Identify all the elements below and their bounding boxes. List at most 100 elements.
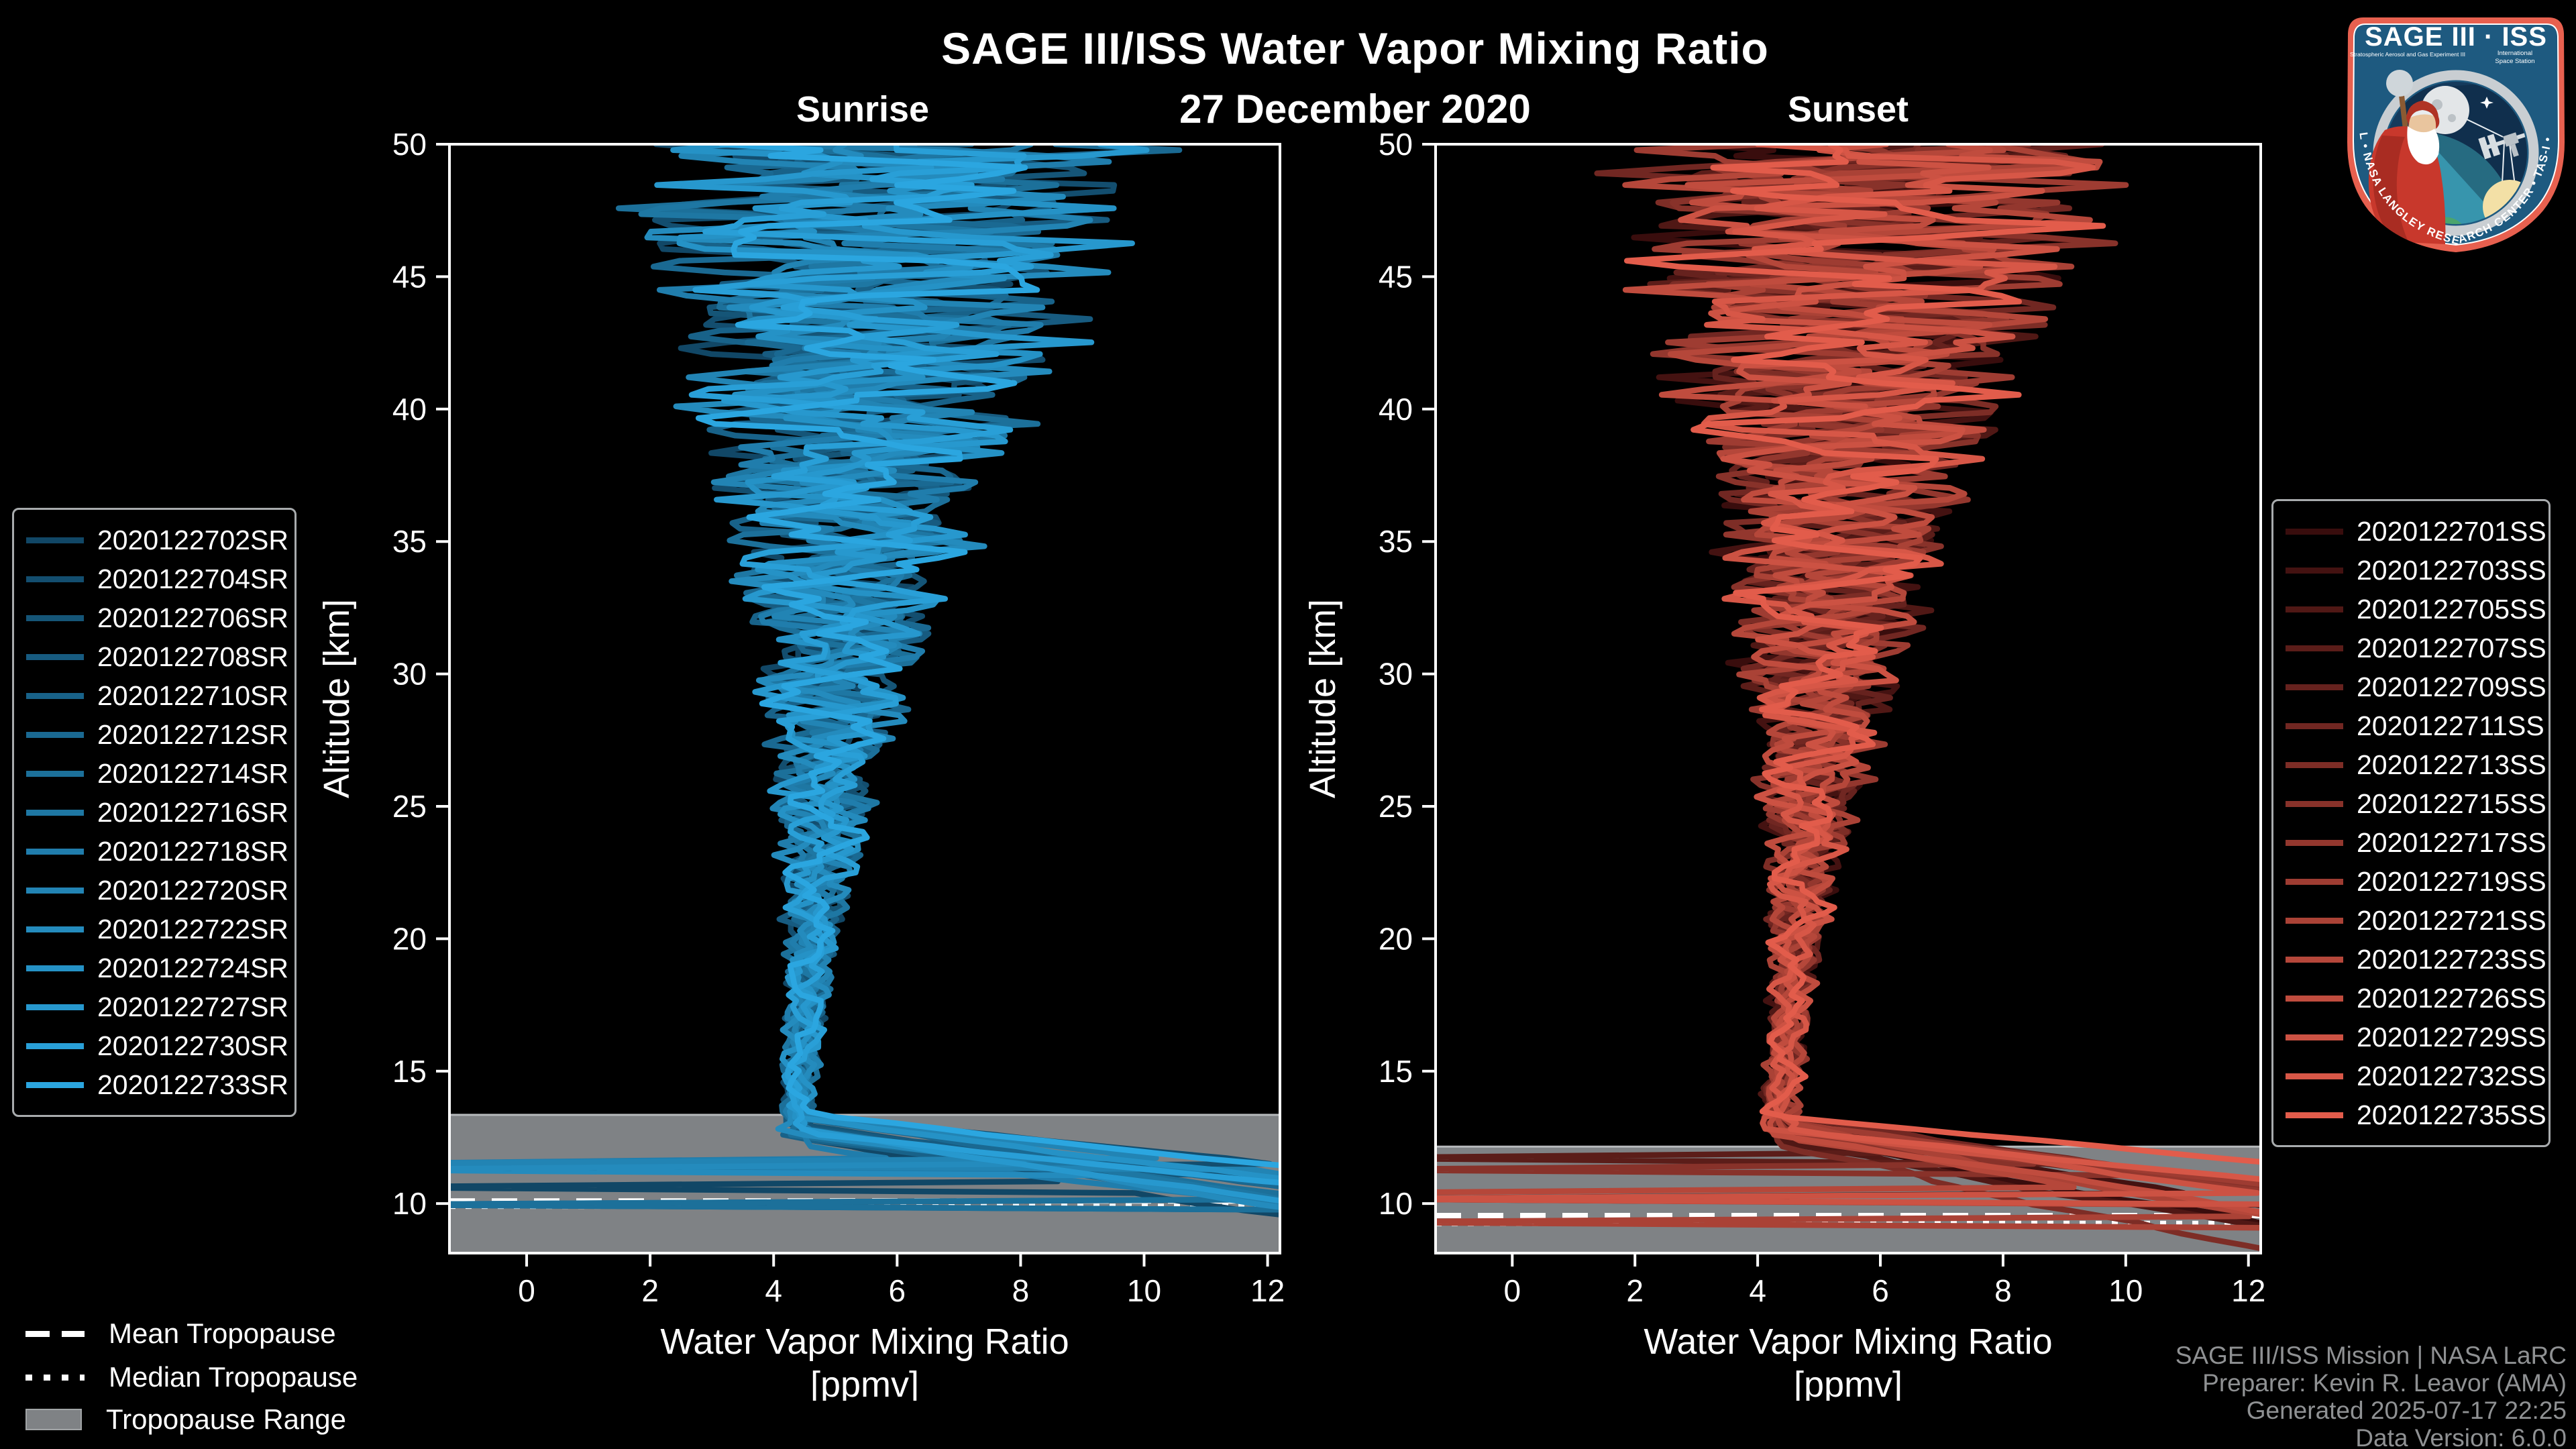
sunrise-ytick-label: 35 — [392, 524, 427, 559]
attribution-version: Data Version: 6.0.0 — [2355, 1424, 2567, 1449]
mean-tropopause-label: Mean Tropopause — [109, 1318, 336, 1349]
sunrise-legend: 2020122702SR 2020122704SR 2020122706SR 2020… — [12, 508, 297, 1117]
sunrise-legend-line-swatch — [26, 537, 84, 543]
sunset-legend-label: 2020122735SS — [2357, 1099, 2546, 1130]
sunset-legend-line-swatch — [2286, 839, 2343, 846]
sunset-legend-line-swatch — [2286, 567, 2343, 574]
sunrise-legend-item: 2020122716SR — [26, 793, 288, 832]
sunrise-legend-item: 2020122704SR — [26, 559, 288, 598]
logo-subtitle-right1: International — [2498, 50, 2532, 57]
attribution-mission: SAGE III/ISS Mission | NASA LaRC — [2175, 1342, 2567, 1369]
median-tropopause-legend-item: Median Tropopause — [25, 1361, 358, 1393]
sunrise-legend-label: 2020122706SR — [97, 602, 288, 633]
sunrise-legend-item: 2020122720SR — [26, 871, 288, 910]
sunset-xaxis-label-line1: Water Vapor Mixing Ratio — [1644, 1322, 2052, 1362]
sunset-xtick-label: 12 — [2231, 1273, 2265, 1308]
sunset-legend-line-swatch — [2286, 606, 2343, 612]
sunset-legend-item: 2020122709SS — [2286, 667, 2546, 706]
sunset-legend-item: 2020122713SS — [2286, 745, 2546, 784]
sunrise-legend-item: 2020122718SR — [26, 832, 288, 871]
logo-subtitle-left: Stratospheric Aerosol and Gas Experiment… — [2350, 51, 2465, 58]
figure-title: SAGE III/ISS Water Vapor Mixing Ratio — [941, 23, 1769, 73]
sunrise-legend-line-swatch — [26, 965, 84, 971]
attribution-generated: Generated 2025-07-17 22:25 — [2246, 1397, 2567, 1424]
logo-earth — [2385, 131, 2516, 224]
median-tropopause-dot-swatch — [25, 1374, 85, 1381]
sage-iii-iss-logo: SAGE III · ISS Stratospheric Aerosol and… — [2347, 17, 2565, 252]
sunrise-legend-line-swatch — [26, 926, 84, 932]
sunrise-legend-item: 2020122706SR — [26, 598, 288, 637]
sunset-xtick-label: 2 — [1626, 1273, 1644, 1308]
sunrise-legend-label: 2020122733SR — [97, 1069, 288, 1100]
sunset-legend-item: 2020122726SS — [2286, 979, 2546, 1018]
tropopause-range-label: Tropopause Range — [106, 1403, 347, 1435]
sunrise-yaxis-label: Altitude [km] — [317, 599, 357, 798]
sunrise-xtick-label: 12 — [1250, 1273, 1285, 1308]
sunrise-legend-item: 2020122727SR — [26, 987, 288, 1026]
sunset-legend: 2020122701SS 2020122703SS 2020122705SS 2020… — [2271, 499, 2551, 1147]
logo-face — [2408, 109, 2436, 138]
sunrise-legend-item: 2020122712SR — [26, 715, 288, 754]
sunrise-legend-label: 2020122712SR — [97, 718, 288, 750]
tropopause-range-legend-item: Tropopause Range — [25, 1403, 347, 1435]
sunrise-ytick-label: 40 — [392, 392, 427, 427]
sunrise-profile-2020122733SR — [695, 144, 1280, 1169]
sunrise-legend-item: 2020122702SR — [26, 521, 288, 559]
sunset-legend-label: 2020122717SS — [2357, 826, 2546, 858]
sunset-legend-label: 2020122721SS — [2357, 904, 2546, 936]
sunrise-ytick-label: 30 — [392, 657, 427, 692]
sunrise-legend-line-swatch — [26, 1042, 84, 1049]
logo-staff-orb — [2386, 70, 2413, 97]
sunset-legend-label: 2020122732SS — [2357, 1060, 2546, 1091]
sunrise-legend-line-swatch — [26, 770, 84, 777]
mean-tropopause-dash-swatch — [25, 1330, 85, 1337]
sunrise-legend-item: 2020122714SR — [26, 754, 288, 793]
sunset-legend-label: 2020122729SS — [2357, 1021, 2546, 1053]
sunset-ytick-label: 25 — [1379, 789, 1413, 824]
sunset-legend-line-swatch — [2286, 528, 2343, 535]
sunrise-legend-line-swatch — [26, 1004, 84, 1010]
tropopause-range-swatch — [25, 1409, 82, 1430]
sunset-xaxis-label-line2: [ppmv] — [1794, 1364, 1902, 1401]
sunset-legend-line-swatch — [2286, 684, 2343, 690]
sunset-legend-label: 2020122703SS — [2357, 554, 2546, 586]
sunset-legend-item: 2020122723SS — [2286, 940, 2546, 979]
sunrise-legend-label: 2020122704SR — [97, 563, 288, 594]
sunrise-xtick-label: 8 — [1012, 1273, 1030, 1308]
sunset-legend-label: 2020122705SS — [2357, 593, 2546, 625]
sunset-legend-line-swatch — [2286, 1112, 2343, 1118]
logo-subtitle-right2: Space Station — [2495, 58, 2534, 65]
sunset-legend-item: 2020122703SS — [2286, 551, 2546, 590]
sunrise-legend-label: 2020122716SR — [97, 796, 288, 828]
sunset-legend-label: 2020122726SS — [2357, 982, 2546, 1014]
sunset-legend-label: 2020122713SS — [2357, 749, 2546, 780]
sunrise-legend-item: 2020122722SR — [26, 910, 288, 949]
sunrise-xtick-label: 2 — [641, 1273, 659, 1308]
logo-robe-shadow — [2373, 136, 2408, 240]
sunset-legend-line-swatch — [2286, 1073, 2343, 1079]
sunrise-legend-line-swatch — [26, 731, 84, 738]
sunrise-legend-label: 2020122730SR — [97, 1030, 288, 1061]
sunset-plot: 0 2 4 6 8 10 12 10 15 20 25 30 35 40 45 50 Water Vapor M… — [1303, 127, 2265, 1401]
sunrise-axes-box — [448, 143, 1281, 1254]
sunset-ytick-label: 45 — [1379, 259, 1413, 294]
sunrise-legend-item: 2020122724SR — [26, 949, 288, 987]
sunrise-xtick-label: 10 — [1127, 1273, 1161, 1308]
sunset-legend-label: 2020122707SS — [2357, 632, 2546, 663]
logo-father-time — [2368, 70, 2446, 244]
sunrise-ytick-label: 50 — [392, 127, 427, 162]
sunset-legend-line-swatch — [2286, 645, 2343, 651]
sunset-legend-item: 2020122719SS — [2286, 862, 2546, 901]
sunrise-xtick-label: 0 — [518, 1273, 535, 1308]
sunrise-legend-label: 2020122722SR — [97, 913, 288, 945]
sunset-ytick-label: 10 — [1379, 1186, 1413, 1221]
figure-subtitle: 27 December 2020 — [1179, 87, 1531, 131]
attribution-preparer: Preparer: Kevin R. Leavor (AMA) — [2202, 1369, 2567, 1397]
sunrise-legend-line-swatch — [26, 576, 84, 582]
sunset-xtick-label: 4 — [1749, 1273, 1766, 1308]
sunset-ytick-label: 15 — [1379, 1054, 1413, 1089]
sunrise-legend-item: 2020122708SR — [26, 637, 288, 676]
sunrise-legend-line-swatch — [26, 809, 84, 816]
sunset-legend-item: 2020122701SS — [2286, 512, 2546, 551]
